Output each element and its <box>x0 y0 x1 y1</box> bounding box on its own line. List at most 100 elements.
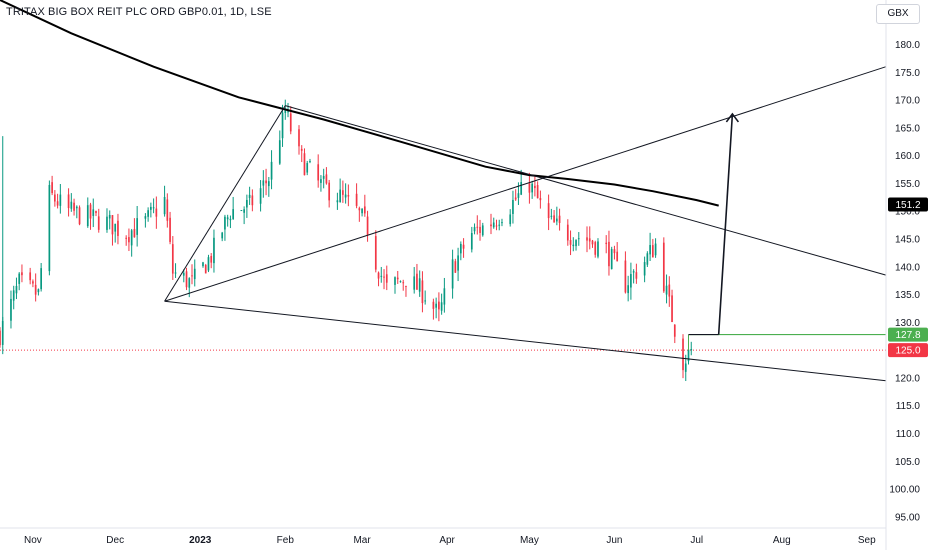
trendlines[interactable] <box>164 66 887 382</box>
candle-body <box>114 223 117 232</box>
candle-body <box>106 216 108 230</box>
candle-body <box>144 216 147 219</box>
candle-body <box>73 202 75 211</box>
candle-body <box>92 209 95 216</box>
candle-body <box>210 256 213 263</box>
candle-body <box>0 330 1 346</box>
candle-body <box>512 199 514 214</box>
candle-body <box>226 217 229 220</box>
x-tick-label: Aug <box>773 535 791 546</box>
y-tick-label: 100.00 <box>889 485 920 496</box>
candle-body <box>202 262 204 267</box>
y-tick-label: 120.0 <box>895 373 920 384</box>
candle-body <box>457 255 459 271</box>
candle-body <box>75 206 78 209</box>
candle-body <box>289 113 292 132</box>
candle-body <box>682 338 684 371</box>
candle-body <box>586 237 588 241</box>
candle-body <box>451 259 454 289</box>
candle-body <box>185 271 188 288</box>
moving-average-line <box>0 0 719 207</box>
candle-body <box>56 201 59 206</box>
candle-body <box>204 264 207 274</box>
candle-body <box>635 272 638 279</box>
candle-body <box>569 240 572 245</box>
candle-body <box>166 199 169 221</box>
x-tick-label: Feb <box>277 535 295 546</box>
axes: 95.00 100.00 105.0 110.0 115.0 120.0 125.0 130.… <box>0 0 920 550</box>
candle-body <box>95 210 97 214</box>
candle-body <box>21 272 23 276</box>
candle-body <box>514 197 517 200</box>
y-tick-label: 115.0 <box>896 401 921 412</box>
candle-body <box>278 140 281 164</box>
candle-body <box>616 251 619 262</box>
candle-body <box>555 218 558 222</box>
candle-body <box>553 215 555 223</box>
symbol-title: TRITAX BIG BOX REIT PLC ORD GBP0.01, 1D,… <box>6 6 272 18</box>
candle-body <box>306 163 309 173</box>
candle-body <box>270 161 273 180</box>
price-label-text: 127.8 <box>895 330 920 341</box>
candle-body <box>473 227 476 232</box>
candle-body <box>673 324 676 337</box>
candle-body <box>498 224 501 226</box>
price-label-box <box>888 343 928 358</box>
currency-button[interactable]: GBX <box>876 4 920 24</box>
candle-body <box>531 183 533 193</box>
trendline-rising-line <box>164 66 887 302</box>
candle-body <box>492 222 495 228</box>
candle-body <box>328 182 331 201</box>
candle-body <box>605 242 608 245</box>
candle-body <box>251 195 254 206</box>
y-tick-label: 145.0 <box>895 234 920 245</box>
candle-body <box>171 244 174 274</box>
candle-body <box>169 217 171 242</box>
candle-body <box>577 238 580 240</box>
candle-body <box>501 222 503 224</box>
candle-body <box>566 224 569 241</box>
x-tick-label: Nov <box>24 535 42 546</box>
candles <box>0 99 693 382</box>
candle-body <box>421 280 424 304</box>
candle-body <box>610 249 613 270</box>
candle-body <box>534 185 536 189</box>
candle-body <box>520 182 523 195</box>
candle-body <box>363 206 366 214</box>
candle-body <box>130 230 133 246</box>
candle-body <box>191 275 193 277</box>
y-tick-label: 180.0 <box>895 40 920 51</box>
candle-body <box>649 244 651 255</box>
candle-body <box>224 216 226 230</box>
candle-body <box>366 216 369 235</box>
candle-body <box>643 262 646 276</box>
candle-body <box>174 272 177 274</box>
candle-body <box>470 233 473 250</box>
candle-body <box>51 182 53 194</box>
candle-body <box>572 244 575 247</box>
candle-body <box>476 226 479 228</box>
y-tick-label: 170.0 <box>895 96 920 107</box>
candle-body <box>111 215 114 235</box>
candle-body <box>229 218 232 221</box>
candle-body <box>665 285 668 295</box>
candle-body <box>193 268 196 280</box>
y-tick-label: 165.0 <box>895 123 920 134</box>
candle-body <box>377 272 380 279</box>
candle-body <box>262 180 265 186</box>
candle-body <box>155 208 158 217</box>
candle-body <box>591 240 594 245</box>
candle-body <box>418 278 421 292</box>
candle-body <box>528 183 531 193</box>
candle-body <box>336 200 339 203</box>
candle-body <box>361 208 363 214</box>
candle-body <box>12 290 15 301</box>
y-tick-label: 140.0 <box>895 262 920 273</box>
candle-body <box>632 271 635 273</box>
candle-body <box>265 180 267 184</box>
candle-body <box>284 110 287 113</box>
candle-body <box>662 242 665 292</box>
candle-body <box>687 349 690 362</box>
